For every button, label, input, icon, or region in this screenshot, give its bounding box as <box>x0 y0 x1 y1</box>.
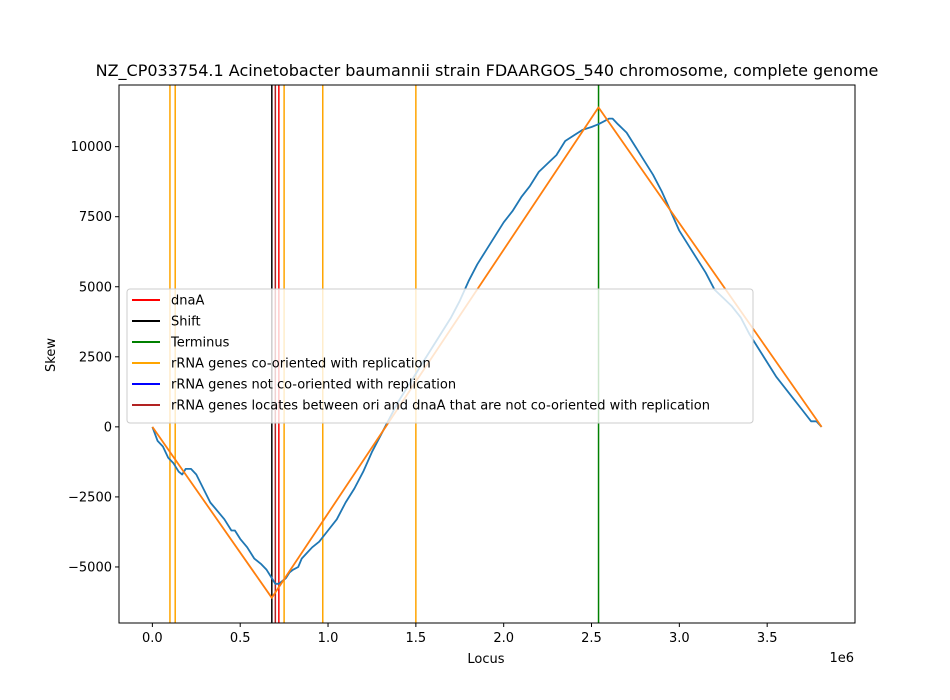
y-tick-label-1: −2500 <box>68 490 112 505</box>
x-axis-label: Locus <box>467 652 504 667</box>
y-tick-label-0: −5000 <box>68 560 112 575</box>
chart-title: NZ_CP033754.1 Acinetobacter baumannii st… <box>96 61 879 81</box>
axes: 0.0 0.5 1.0 1.5 2.0 2.5 3.0 3.5 −5000 −2500 0 2500 5… <box>68 84 856 646</box>
x-axis-offset-label: 1e6 <box>829 651 854 666</box>
legend-label-5: rRNA genes locates between ori and dnaA … <box>171 399 710 414</box>
legend-label-0: dnaA <box>171 294 204 309</box>
y-tick-label-6: 10000 <box>71 140 112 155</box>
legend-label-2: Terminus <box>170 336 230 351</box>
x-tick-label-3: 1.5 <box>406 631 427 646</box>
legend: dnaA Shift Terminus rRNA genes co-oriented … <box>126 288 754 424</box>
legend-label-1: Shift <box>171 315 201 330</box>
y-tick-label-3: 2500 <box>79 350 112 365</box>
legend-box <box>126 288 754 424</box>
y-tick-label-2: 0 <box>104 420 112 435</box>
x-tick-label-5: 2.5 <box>581 631 602 646</box>
x-tick-label-6: 3.0 <box>669 631 690 646</box>
x-tick-label-7: 3.5 <box>757 631 778 646</box>
x-tick-label-0: 0.0 <box>142 631 163 646</box>
legend-label-3: rRNA genes co-oriented with replication <box>171 357 431 372</box>
y-tick-label-5: 7500 <box>79 210 112 225</box>
x-tick-label-1: 0.5 <box>230 631 251 646</box>
x-tick-label-2: 1.0 <box>318 631 339 646</box>
x-tick-label-4: 2.0 <box>493 631 514 646</box>
y-tick-label-4: 5000 <box>79 280 112 295</box>
axes-frame <box>118 84 856 624</box>
y-axis-label: Skew <box>44 338 59 372</box>
legend-label-4: rRNA genes not co-oriented with replicat… <box>171 378 456 393</box>
